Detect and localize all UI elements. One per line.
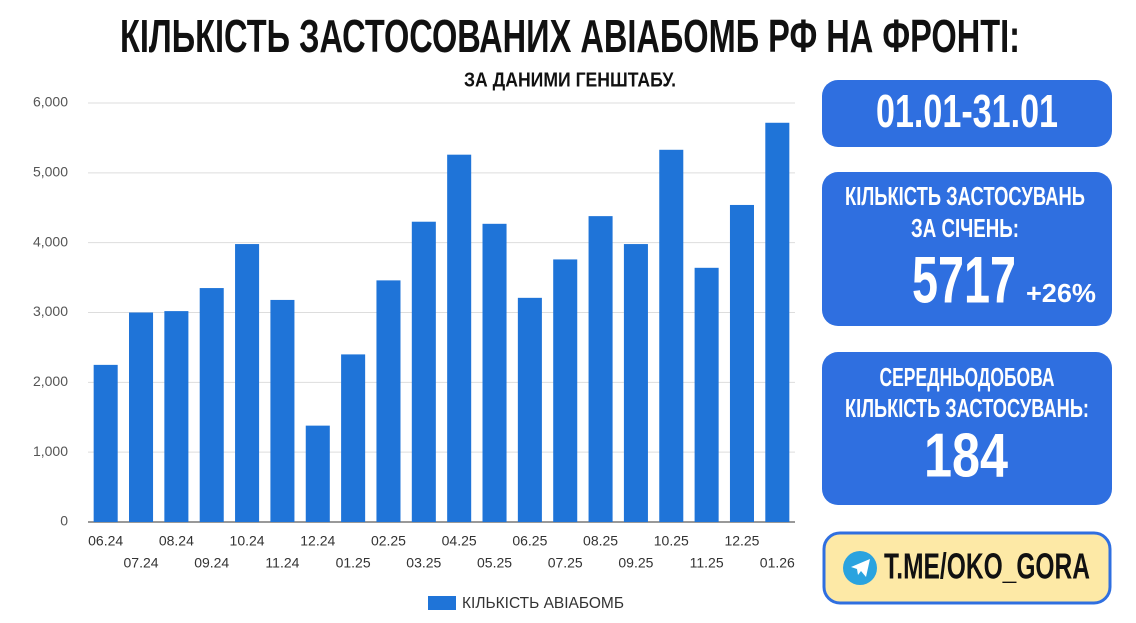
bar bbox=[235, 244, 260, 522]
link[interactable]: T.ME/OKO_GORA bbox=[884, 546, 1090, 587]
x-tick-label: 10.24 bbox=[230, 533, 265, 549]
bar bbox=[199, 288, 224, 522]
bar bbox=[129, 312, 154, 522]
x-tick-label: 09.25 bbox=[618, 555, 653, 571]
daily-panel bbox=[822, 352, 1112, 505]
bar bbox=[765, 122, 790, 523]
chart-title: КІЛЬКІСТЬ ЗАСТОСОВАНИХ АВІАБОМБ РФ НА ФР… bbox=[120, 10, 1020, 62]
x-tick-label: 05.25 bbox=[477, 555, 512, 571]
daily-label: СЕРЕДНЬОДОБОВА bbox=[880, 362, 1055, 392]
y-tick-label: 1,000 bbox=[33, 443, 68, 459]
x-tick-label: 06.25 bbox=[512, 533, 547, 549]
chart-subtitle: ЗА ДАНИМИ ГЕНШТАБУ. bbox=[464, 69, 676, 91]
x-tick-label: 10.25 bbox=[654, 533, 689, 549]
daily-average: 184 bbox=[924, 421, 1008, 490]
legend-swatch bbox=[428, 596, 456, 610]
bar bbox=[659, 149, 684, 522]
y-tick-label: 2,000 bbox=[33, 373, 68, 389]
daily-label: КІЛЬКІСТЬ ЗАСТОСУВАНЬ: bbox=[845, 393, 1089, 423]
x-tick-label: 12.24 bbox=[300, 533, 335, 549]
y-tick-label: 3,000 bbox=[33, 303, 68, 319]
bar bbox=[553, 259, 578, 522]
bar bbox=[376, 280, 401, 522]
bar bbox=[517, 297, 542, 522]
bar bbox=[270, 299, 295, 522]
x-tick-label: 11.25 bbox=[690, 555, 724, 571]
bar bbox=[482, 223, 507, 523]
period-panel bbox=[822, 80, 1112, 147]
y-tick-label: 5,000 bbox=[33, 164, 68, 180]
x-tick-label: 08.24 bbox=[159, 533, 194, 549]
bar bbox=[341, 354, 366, 522]
bar bbox=[411, 221, 436, 522]
legend-label: КІЛЬКІСТЬ АВІАБОМБ bbox=[462, 595, 624, 612]
bar bbox=[447, 154, 472, 522]
x-tick-label: 02.25 bbox=[371, 533, 406, 549]
period: 01.01-31.01 bbox=[876, 85, 1058, 137]
bar bbox=[729, 204, 754, 522]
bar bbox=[164, 311, 189, 522]
x-tick-label: 07.24 bbox=[124, 555, 159, 571]
bar bbox=[93, 364, 118, 522]
y-tick-label: 0 bbox=[60, 513, 68, 529]
x-tick-label: 09.24 bbox=[194, 555, 229, 571]
month-panel bbox=[822, 172, 1112, 326]
bar bbox=[623, 244, 648, 522]
telegram-plane bbox=[851, 559, 870, 577]
month-total: 5717 bbox=[912, 242, 1016, 316]
y-tick-label: 4,000 bbox=[33, 233, 68, 249]
month-label: КІЛЬКІСТЬ ЗАСТОСУВАНЬ bbox=[845, 181, 1085, 211]
x-tick-label: 01.26 bbox=[760, 555, 795, 571]
x-tick-label: 03.25 bbox=[406, 555, 441, 571]
x-tick-label: 04.25 bbox=[442, 533, 477, 549]
x-tick-label: 01.25 bbox=[336, 555, 371, 571]
month-label: ЗА СІЧЕНЬ: bbox=[911, 213, 1019, 243]
y-tick-label: 6,000 bbox=[33, 94, 68, 110]
x-tick-label: 12.25 bbox=[724, 533, 759, 549]
x-tick-label: 08.25 bbox=[583, 533, 618, 549]
link-panel[interactable] bbox=[822, 531, 1112, 605]
bar bbox=[694, 267, 719, 522]
x-tick-label: 07.25 bbox=[548, 555, 583, 571]
month-change: +26% bbox=[1026, 278, 1096, 308]
bar bbox=[588, 216, 613, 522]
x-tick-label: 11.24 bbox=[265, 555, 299, 571]
x-tick-label: 06.24 bbox=[88, 533, 123, 549]
bar bbox=[305, 425, 330, 522]
